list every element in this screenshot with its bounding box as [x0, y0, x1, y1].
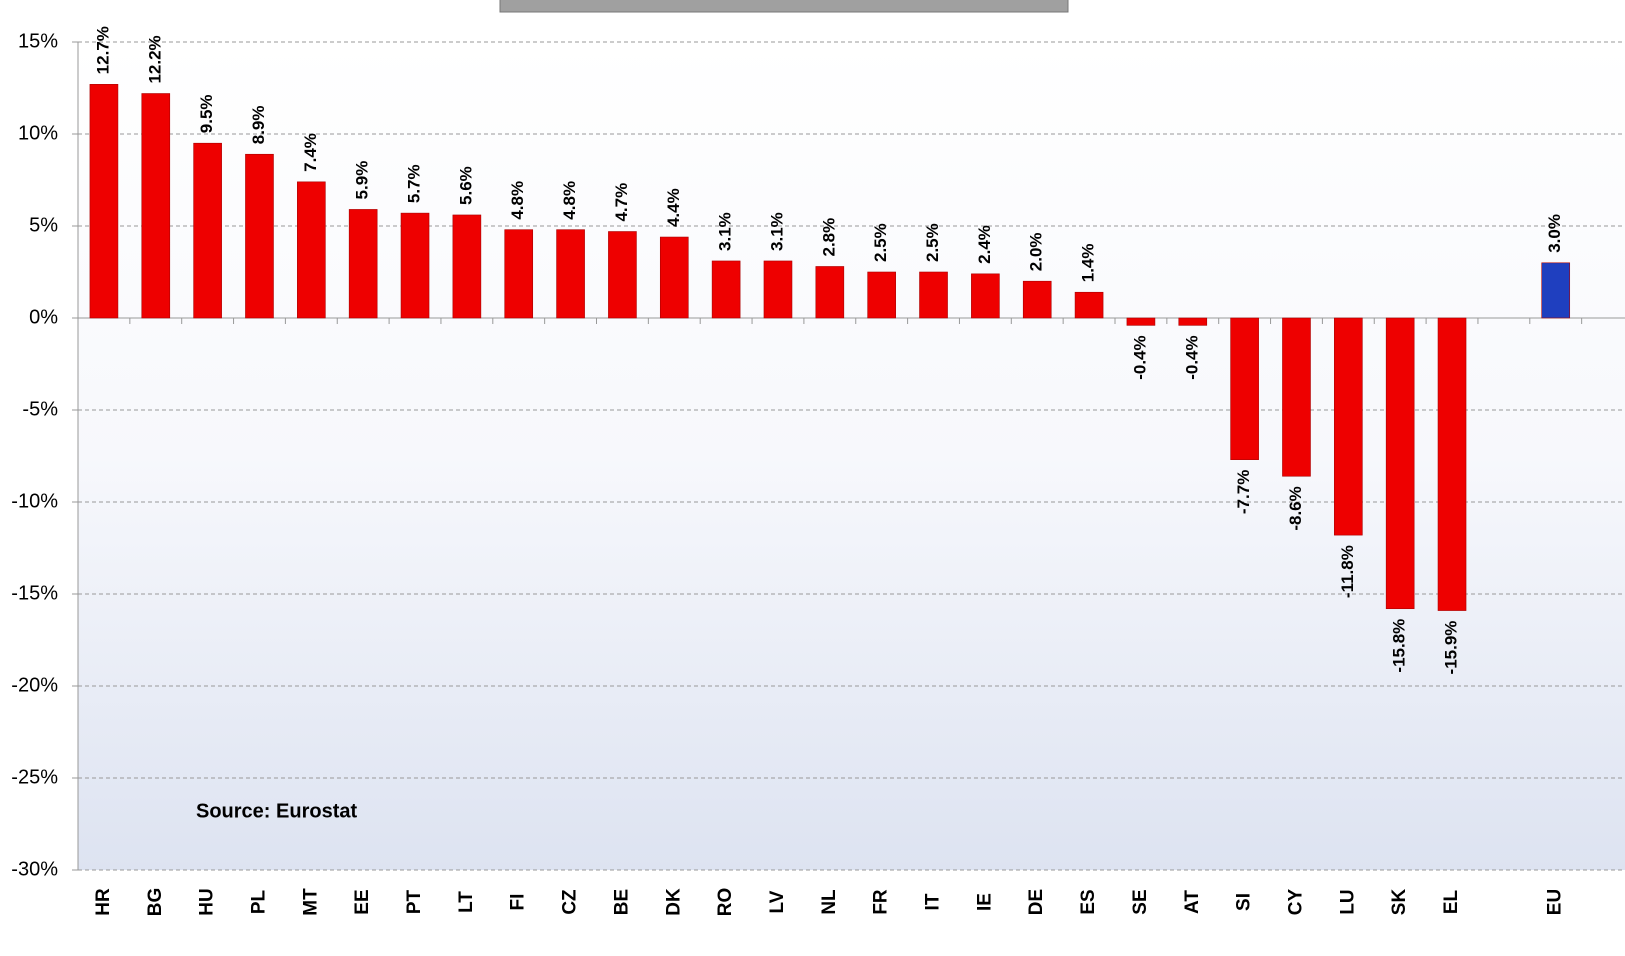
- y-tick-label: -10%: [11, 490, 58, 512]
- x-tick-label: PL: [248, 889, 269, 914]
- bar: [659, 236, 689, 319]
- value-label: 2.5%: [923, 223, 942, 262]
- bar: [556, 229, 585, 319]
- x-tick-label: BG: [145, 888, 166, 917]
- bar: [1074, 291, 1104, 319]
- x-tick-label: SI: [1234, 893, 1255, 911]
- value-label: -11.8%: [1338, 545, 1357, 598]
- bar: [815, 266, 845, 319]
- bar: [245, 153, 274, 319]
- x-tick-label: LT: [456, 891, 477, 913]
- value-label: 1.4%: [1079, 243, 1098, 282]
- bar: [1022, 280, 1052, 319]
- bar: [400, 212, 430, 319]
- bar: [89, 84, 119, 319]
- x-tick-label: MT: [300, 888, 321, 916]
- y-tick-label: 15%: [18, 30, 58, 52]
- bar: [297, 181, 326, 319]
- x-tick-label: FR: [871, 889, 892, 915]
- bar: [193, 142, 222, 319]
- x-tick-label: FI: [508, 894, 529, 911]
- title-box: [499, 0, 1069, 13]
- annotation: Source: Eurostat: [196, 800, 357, 822]
- value-label: -8.6%: [1286, 486, 1305, 530]
- value-label: 2.8%: [819, 218, 838, 257]
- x-tick-label: ES: [1078, 889, 1099, 914]
- y-tick-label: -15%: [11, 582, 58, 604]
- value-label: -0.4%: [1182, 335, 1201, 379]
- x-tick-label: IE: [974, 893, 995, 911]
- value-label: -15.8%: [1390, 619, 1409, 673]
- y-tick-label: -5%: [22, 398, 58, 420]
- y-tick-label: -20%: [11, 674, 58, 696]
- x-tick-label: LV: [767, 890, 788, 913]
- x-tick-label: HU: [197, 888, 218, 915]
- x-tick-label: SK: [1389, 889, 1410, 916]
- value-label: 4.4%: [664, 188, 683, 227]
- value-label: 5.9%: [353, 161, 372, 200]
- value-label: 2.5%: [871, 223, 890, 262]
- x-tick-label: RO: [715, 888, 736, 917]
- x-tick-label: EU: [1545, 889, 1566, 915]
- value-label: -0.4%: [1130, 335, 1149, 379]
- x-tick-label: EL: [1441, 889, 1462, 914]
- bar: [348, 209, 378, 319]
- bar: [1126, 317, 1156, 326]
- bar: [608, 231, 637, 319]
- x-tick-label: DE: [1026, 889, 1047, 915]
- x-tick-label: NL: [819, 889, 840, 915]
- value-label: 2.0%: [1027, 232, 1046, 271]
- bar: [711, 260, 741, 319]
- value-label: 8.9%: [249, 105, 268, 144]
- y-tick-label: -25%: [11, 766, 58, 788]
- value-label: 4.8%: [560, 181, 579, 220]
- value-label: 9.5%: [197, 94, 216, 133]
- x-tick-label: EE: [352, 889, 373, 914]
- x-tick-label: DK: [663, 888, 684, 916]
- value-label: -7.7%: [1234, 470, 1253, 514]
- bar: [141, 93, 171, 319]
- y-tick-label: 5%: [29, 214, 58, 236]
- x-tick-label: BE: [611, 889, 632, 915]
- bar: [1334, 317, 1363, 536]
- x-tick-label: CZ: [560, 889, 581, 915]
- value-label: 2.4%: [975, 225, 994, 264]
- bar: [919, 271, 948, 319]
- value-label: 4.8%: [508, 181, 527, 220]
- x-tick-label: PT: [404, 889, 425, 914]
- x-tick-label: CY: [1285, 888, 1306, 915]
- bar: [1230, 317, 1259, 460]
- x-tick-label: IT: [923, 893, 944, 910]
- x-tick-label: LU: [1337, 889, 1358, 914]
- bar: [1178, 317, 1208, 326]
- y-tick-label: 0%: [29, 306, 58, 328]
- plot-background: [78, 42, 1625, 870]
- bar: [763, 260, 793, 319]
- bar: [971, 273, 1000, 319]
- value-label: 5.6%: [456, 166, 475, 205]
- bar: [452, 214, 482, 319]
- bar: [1385, 317, 1415, 610]
- value-label: 3.1%: [767, 212, 786, 251]
- value-label: 12.2%: [145, 35, 164, 83]
- value-label: -15.9%: [1442, 621, 1461, 675]
- bar: [504, 229, 534, 319]
- value-label: 7.4%: [301, 133, 320, 172]
- value-label: 3.0%: [1545, 214, 1564, 253]
- value-label: 12.7%: [93, 26, 112, 74]
- value-label: 5.7%: [405, 164, 424, 203]
- value-label: 4.7%: [612, 183, 631, 222]
- y-tick-label: 10%: [18, 122, 58, 144]
- bar: [1282, 317, 1311, 477]
- bar: [1437, 317, 1467, 611]
- bar: [1541, 262, 1571, 319]
- value-label: 3.1%: [716, 212, 735, 251]
- bar: [867, 271, 896, 319]
- x-tick-label: AT: [1182, 890, 1203, 914]
- y-tick-label: -30%: [11, 858, 58, 880]
- x-tick-label: SE: [1130, 889, 1151, 914]
- x-tick-label: HR: [93, 888, 114, 916]
